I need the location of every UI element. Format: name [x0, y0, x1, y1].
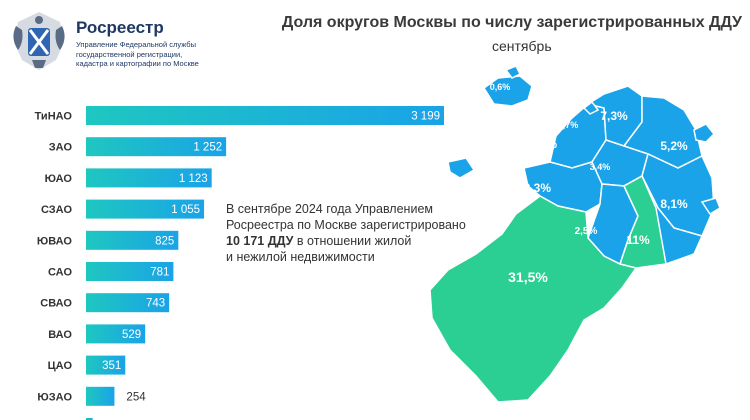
chart-subtitle: сентябрь [492, 38, 552, 54]
bar-chart: ТиНАО 3 199 ЗАО 1 252 ЮАО 1 123 СЗАО 1 055 ЮВАО 8… [35, 106, 444, 420]
value-label: 781 [150, 267, 169, 279]
map-region-label: 10,4% [523, 137, 557, 151]
value-label: 1 252 [193, 142, 222, 154]
map-region-tinao [429, 195, 638, 403]
map-region-island-5 [504, 65, 522, 79]
value-label: 1 055 [171, 204, 200, 216]
bar [86, 324, 146, 344]
bar [86, 386, 115, 406]
rosreestr-emblem-icon [13, 12, 65, 70]
map-region-label: 11% [626, 233, 650, 247]
map-region-label: 8,1% [660, 197, 688, 211]
map-region-zelao [482, 75, 533, 107]
category-label: ЮВАО [37, 235, 73, 247]
category-label: ЗАО [49, 142, 73, 154]
moscow-districts-map: 0,6% 7,7% 7,3% 10,4% 5,2% 3,4% 12,3% 8,1% 2,5% 11… [429, 65, 721, 403]
map-region-uao [619, 174, 667, 269]
org-subtitle-line: кадастра и картографии по Москве [76, 59, 199, 68]
category-label: ЮЗАО [37, 391, 72, 403]
map-region-label: 12,3% [517, 181, 551, 195]
map-region-label: 31,5% [508, 269, 548, 285]
bar [86, 199, 205, 219]
note-line: в отношении жилой [293, 234, 412, 248]
map-region-label: 7,3% [600, 109, 628, 123]
category-label: СВАО [40, 298, 72, 310]
note-highlight: 10 171 ДДУ [226, 234, 294, 248]
org-subtitle: Управление Федеральной службы государств… [76, 40, 226, 69]
value-label: 3 199 [411, 111, 440, 123]
chart-title: Доля округов Москвы по числу зарегистрир… [281, 14, 742, 31]
map-region-island-3 [700, 197, 721, 216]
org-subtitle-line: государственной регистрации, [76, 49, 183, 59]
bar [86, 262, 174, 281]
value-label: 743 [146, 298, 165, 310]
value-label: 351 [102, 360, 121, 372]
bar [86, 355, 126, 375]
value-label: 254 [126, 391, 146, 403]
map-region-label: 5,2% [660, 139, 688, 153]
category-label: САО [48, 267, 72, 279]
map-region-island-4 [582, 100, 600, 115]
note-line: и нежилой недвижимости [226, 250, 375, 264]
category-label: ВАО [48, 329, 72, 341]
bar [86, 230, 179, 250]
category-label: ЦАО [48, 360, 73, 372]
map-region-label: 0,6% [490, 82, 511, 92]
bar [86, 293, 170, 313]
note-line: В сентябре 2024 года Управлением [226, 202, 433, 216]
category-label: ЮАО [45, 173, 73, 185]
summary-note: В сентябре 2024 года Управлением Росреес… [226, 201, 516, 265]
map-region-label: 3,4% [590, 162, 611, 172]
bar [86, 418, 93, 420]
bar [86, 168, 212, 188]
org-name: Росреестр [76, 18, 164, 37]
bar [86, 106, 444, 125]
note-line: Росреестра по Москве зарегистрировано [226, 218, 466, 232]
map-region-label: 2,5% [575, 226, 598, 237]
category-label: СЗАО [41, 204, 72, 216]
bar [86, 137, 227, 157]
value-label: 529 [122, 329, 141, 341]
value-label: 1 123 [179, 173, 208, 185]
value-label: 825 [155, 235, 174, 247]
category-label: ТиНАО [35, 111, 73, 123]
org-subtitle-line: Управление Федеральной службы [76, 40, 196, 49]
map-region-island-2 [693, 123, 716, 143]
map-region-island-1 [447, 157, 476, 179]
map-region-tinao-enclave [529, 109, 552, 125]
map-region-label: 7,7% [558, 120, 579, 130]
